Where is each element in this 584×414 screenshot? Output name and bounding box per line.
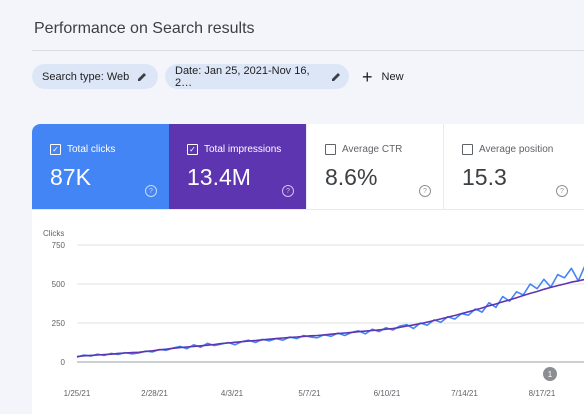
plus-icon: + (362, 66, 373, 87)
y-tick-label: 250 (52, 319, 66, 328)
performance-card: ✓ Total clicks 87K ? ✓ Total impressions… (32, 124, 584, 414)
help-icon[interactable]: ? (556, 185, 568, 197)
y-tick-label: 750 (52, 241, 66, 250)
date-range-label: Date: Jan 25, 2021-Nov 16, 2… (175, 64, 310, 89)
help-icon[interactable]: ? (282, 185, 294, 197)
y-axis-ticks: 750 500 250 0 (52, 241, 66, 367)
metric-divider (32, 209, 584, 210)
metric-average-ctr[interactable]: Average CTR 8.6% ? (306, 124, 443, 209)
annotation-label: 1 (548, 370, 553, 379)
x-tick-label: 5/7/21 (298, 389, 321, 398)
y-axis-title: Clicks (43, 229, 64, 238)
edit-icon[interactable] (331, 72, 341, 82)
annotation-marker[interactable]: 1 (543, 367, 557, 381)
header-divider (32, 50, 584, 51)
metric-label: Average CTR (342, 144, 403, 155)
metric-value: 13.4M (187, 164, 251, 190)
metric-label: Total clicks (67, 144, 116, 155)
edit-icon[interactable] (137, 72, 147, 82)
x-tick-label: 6/10/21 (374, 389, 401, 398)
metric-label: Average position (479, 144, 554, 155)
chart-grid (77, 244, 584, 363)
metric-value: 87K (50, 164, 91, 190)
help-icon[interactable]: ? (419, 185, 431, 197)
series-line-clicks (76, 265, 584, 359)
checkbox-checked-icon[interactable]: ✓ (50, 144, 61, 155)
metric-value: 15.3 (462, 164, 507, 190)
clicks-impressions-chart: Clicks 750 500 250 0 1/25/21 2/28/21 4/3/21 5/… (43, 229, 584, 398)
page-title: Performance on Search results (34, 20, 255, 37)
x-tick-label: 1/25/21 (64, 389, 91, 398)
new-filter-label: New (381, 70, 404, 83)
x-tick-label: 8/17/21 (529, 389, 556, 398)
checkbox-unchecked-icon[interactable] (462, 144, 473, 155)
y-tick-label: 0 (61, 358, 66, 367)
x-tick-label: 4/3/21 (221, 389, 244, 398)
x-tick-label: 7/14/21 (451, 389, 478, 398)
metric-label: Total impressions (204, 144, 282, 155)
x-tick-label: 2/28/21 (141, 389, 168, 398)
metric-total-clicks[interactable]: ✓ Total clicks 87K ? (32, 124, 169, 209)
checkbox-unchecked-icon[interactable] (325, 144, 336, 155)
metric-value: 8.6% (325, 164, 378, 190)
search-type-filter-chip[interactable]: Search type: Web (32, 64, 158, 89)
search-type-label: Search type: Web (42, 70, 130, 83)
series-line-impressions (76, 278, 584, 358)
help-icon[interactable]: ? (145, 185, 157, 197)
new-filter-button[interactable]: + New (362, 64, 404, 89)
chart-series (76, 265, 584, 359)
x-axis-ticks: 1/25/21 2/28/21 4/3/21 5/7/21 6/10/21 7/14/21… (64, 389, 556, 398)
date-filter-chip[interactable]: Date: Jan 25, 2021-Nov 16, 2… (165, 64, 349, 89)
metric-average-position[interactable]: Average position 15.3 ? (443, 124, 580, 209)
metric-total-impressions[interactable]: ✓ Total impressions 13.4M ? (169, 124, 306, 209)
y-tick-label: 500 (52, 280, 66, 289)
checkbox-checked-icon[interactable]: ✓ (187, 144, 198, 155)
